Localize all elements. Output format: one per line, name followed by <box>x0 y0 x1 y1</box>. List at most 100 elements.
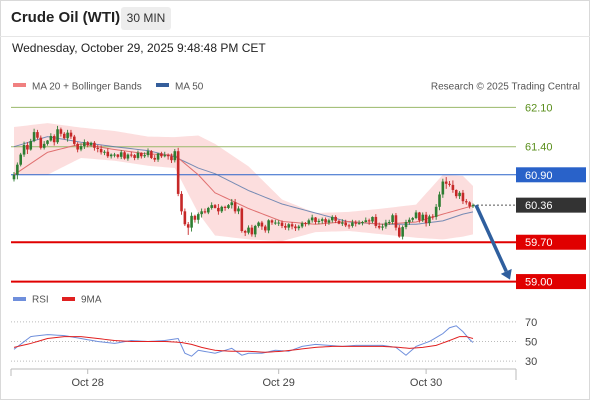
candle-body <box>361 222 364 224</box>
research-credit: Research © 2025 Trading Central <box>431 82 580 93</box>
candle-body <box>444 181 448 184</box>
candle-body <box>320 219 324 221</box>
bollinger-band <box>14 123 473 242</box>
candle-body <box>32 132 36 142</box>
candle-body <box>173 151 177 161</box>
candle-body <box>99 148 103 153</box>
ma50-legend-swatch <box>156 83 169 87</box>
candle-body <box>344 222 347 226</box>
candle-body <box>300 223 304 227</box>
candle-body <box>408 219 411 223</box>
candle-body <box>89 142 93 146</box>
timeframe-badge[interactable]: 30 MIN <box>121 7 171 30</box>
candle-body <box>438 194 441 207</box>
candle-body <box>46 140 49 144</box>
candle-body <box>233 202 237 212</box>
candle-body <box>116 154 120 157</box>
candle-body <box>126 154 130 159</box>
candle-body <box>180 193 183 212</box>
rsi-legend: RSI 9MA <box>13 295 102 306</box>
candle-body <box>387 222 391 224</box>
candle-body <box>337 220 341 224</box>
candle-body <box>146 151 150 156</box>
candle-body <box>371 216 374 222</box>
candle-body <box>290 224 294 227</box>
candle-body <box>401 227 404 237</box>
candle-body <box>176 151 180 194</box>
last-price-box <box>516 197 586 213</box>
candle-body <box>143 155 146 157</box>
candle-body <box>133 155 136 158</box>
candle-body <box>203 211 207 213</box>
candle-body <box>451 184 455 190</box>
candle-body <box>374 216 378 226</box>
candle-body <box>347 225 351 227</box>
candle-body <box>62 133 66 139</box>
candle-body <box>418 212 421 221</box>
candle-body <box>284 225 287 228</box>
candle-body <box>307 220 311 224</box>
candle-body <box>421 214 425 221</box>
bollinger-legend-swatch <box>13 83 26 87</box>
candles <box>12 125 475 240</box>
candle-body <box>294 226 297 229</box>
candle-body <box>330 216 334 221</box>
candle-body <box>190 215 193 228</box>
candle-body <box>106 151 110 157</box>
candle-body <box>22 145 26 155</box>
rsi-ma-legend-swatch <box>62 297 75 301</box>
candle-body <box>471 205 475 207</box>
candle-body <box>263 226 267 231</box>
x-axis-ticks: Oct 28 Oct 29 Oct 30 <box>72 369 442 389</box>
candle-body <box>170 156 173 161</box>
candle-body <box>414 212 418 219</box>
candle-body <box>391 215 394 223</box>
candle-body <box>274 222 277 224</box>
candle-body <box>448 183 451 185</box>
support-label-box <box>516 234 586 250</box>
candle-body <box>220 206 224 212</box>
candle-body <box>341 222 344 224</box>
candle-body <box>136 152 140 158</box>
candle-body <box>424 214 428 224</box>
candle-body <box>257 222 260 226</box>
candle-body <box>160 153 163 157</box>
candle-body <box>96 147 100 149</box>
candle-body <box>280 222 284 226</box>
candle-body <box>103 151 106 153</box>
candle-body <box>129 154 133 156</box>
price-levels <box>11 106 516 283</box>
bollinger-band-area <box>14 123 473 242</box>
candle-body <box>287 224 291 228</box>
candle-body <box>109 154 113 157</box>
candle-body <box>166 155 170 157</box>
resistance-label: 61.40 <box>525 142 553 154</box>
candle-body <box>140 152 143 157</box>
candle-body <box>354 222 358 224</box>
candle-body <box>183 211 187 225</box>
candle-body <box>86 142 90 146</box>
candle-body <box>193 215 197 220</box>
candle-body <box>210 205 213 208</box>
candle-body <box>207 207 210 213</box>
candle-body <box>76 143 79 150</box>
forecast-arrow-head <box>500 268 512 280</box>
candle-body <box>327 220 331 223</box>
candle-body <box>397 227 401 237</box>
candle-body <box>461 192 465 202</box>
candle-body <box>56 129 59 143</box>
candle-body <box>156 153 160 160</box>
rsi-legend-label: RSI <box>32 295 49 306</box>
timestamp: Wednesday, October 29, 2025 9:48:48 PM C… <box>12 41 266 55</box>
rsi-y-tick: 30 <box>525 356 537 368</box>
candle-body <box>73 136 76 144</box>
rsi-panel: 70 50 30 <box>11 317 537 368</box>
candle-body <box>357 223 361 225</box>
candle-body <box>26 145 29 150</box>
candle-body <box>39 137 43 148</box>
candle-body <box>59 129 63 134</box>
candle-body <box>237 208 240 212</box>
candle-body <box>297 226 301 229</box>
candle-body <box>240 208 244 231</box>
